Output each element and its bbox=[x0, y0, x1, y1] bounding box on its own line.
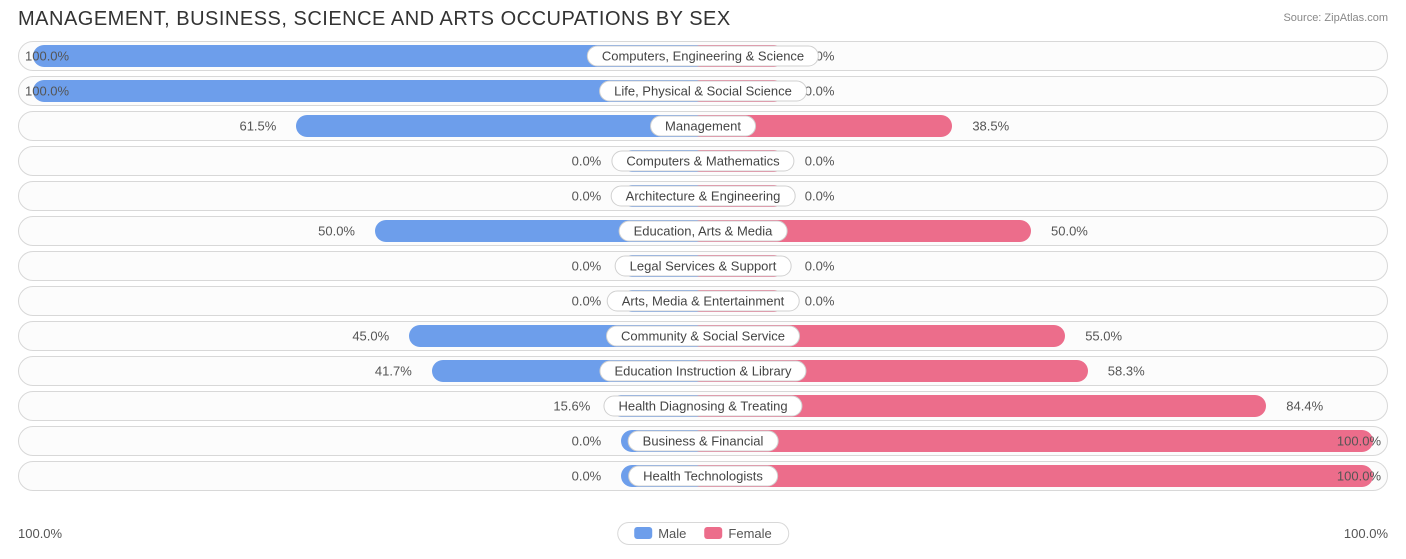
chart-row: Business & Financial 0.0% 100.0% bbox=[18, 426, 1388, 456]
pct-label-male: 41.7% bbox=[375, 364, 412, 379]
pct-label-male: 50.0% bbox=[318, 224, 355, 239]
category-label: Education, Arts & Media bbox=[619, 221, 788, 242]
pct-label-female: 100.0% bbox=[1337, 434, 1381, 449]
pct-label-female: 0.0% bbox=[805, 294, 835, 309]
chart-row: Management 61.5% 38.5% bbox=[18, 111, 1388, 141]
legend-swatch-male bbox=[634, 527, 652, 539]
pct-label-female: 0.0% bbox=[805, 189, 835, 204]
source-attribution: Source: ZipAtlas.com bbox=[1283, 12, 1388, 24]
bar-female bbox=[689, 465, 1373, 487]
pct-label-female: 84.4% bbox=[1286, 399, 1323, 414]
category-label: Community & Social Service bbox=[606, 326, 800, 347]
pct-label-male: 0.0% bbox=[572, 259, 602, 274]
category-label: Health Technologists bbox=[628, 466, 778, 487]
chart-row: Legal Services & Support 0.0% 0.0% bbox=[18, 251, 1388, 281]
pct-label-male: 0.0% bbox=[572, 154, 602, 169]
legend-item-male: Male bbox=[634, 526, 686, 541]
pct-label-female: 0.0% bbox=[805, 84, 835, 99]
pct-label-male: 45.0% bbox=[352, 329, 389, 344]
chart-row: Arts, Media & Entertainment 0.0% 0.0% bbox=[18, 286, 1388, 316]
legend-swatch-female bbox=[704, 527, 722, 539]
legend-label-female: Female bbox=[728, 526, 771, 541]
pct-label-female: 100.0% bbox=[1337, 469, 1381, 484]
pct-label-male: 61.5% bbox=[239, 119, 276, 134]
pct-label-male: 100.0% bbox=[25, 49, 69, 64]
axis-right-label: 100.0% bbox=[1344, 526, 1388, 541]
chart-row: Education, Arts & Media 50.0% 50.0% bbox=[18, 216, 1388, 246]
pct-label-female: 0.0% bbox=[805, 154, 835, 169]
category-label: Management bbox=[650, 116, 756, 137]
category-label: Architecture & Engineering bbox=[611, 186, 796, 207]
category-label: Computers, Engineering & Science bbox=[587, 46, 819, 67]
category-label: Arts, Media & Entertainment bbox=[607, 291, 800, 312]
pct-label-male: 15.6% bbox=[553, 399, 590, 414]
pct-label-male: 100.0% bbox=[25, 84, 69, 99]
chart-row: Computers & Mathematics 0.0% 0.0% bbox=[18, 146, 1388, 176]
legend: Male Female bbox=[617, 522, 789, 545]
pct-label-female: 50.0% bbox=[1051, 224, 1088, 239]
chart-rows: Computers, Engineering & Science 100.0% 0.… bbox=[18, 41, 1388, 515]
category-label: Education Instruction & Library bbox=[599, 361, 806, 382]
category-label: Health Diagnosing & Treating bbox=[603, 396, 802, 417]
pct-label-female: 0.0% bbox=[805, 259, 835, 274]
pct-label-male: 0.0% bbox=[572, 189, 602, 204]
chart-row: Architecture & Engineering 0.0% 0.0% bbox=[18, 181, 1388, 211]
category-label: Business & Financial bbox=[628, 431, 779, 452]
pct-label-female: 55.0% bbox=[1085, 329, 1122, 344]
chart-container: MANAGEMENT, BUSINESS, SCIENCE AND ARTS O… bbox=[0, 0, 1406, 559]
category-label: Legal Services & Support bbox=[615, 256, 792, 277]
pct-label-female: 58.3% bbox=[1108, 364, 1145, 379]
pct-label-female: 38.5% bbox=[972, 119, 1009, 134]
axis-row: 100.0% Male Female 100.0% bbox=[18, 519, 1388, 547]
legend-label-male: Male bbox=[658, 526, 686, 541]
legend-item-female: Female bbox=[704, 526, 771, 541]
chart-row: Health Diagnosing & Treating 15.6% 84.4% bbox=[18, 391, 1388, 421]
category-label: Life, Physical & Social Science bbox=[599, 81, 807, 102]
pct-label-male: 0.0% bbox=[572, 294, 602, 309]
chart-row: Community & Social Service 45.0% 55.0% bbox=[18, 321, 1388, 351]
category-label: Computers & Mathematics bbox=[611, 151, 794, 172]
chart-row: Life, Physical & Social Science 100.0% 0.0… bbox=[18, 76, 1388, 106]
chart-title: MANAGEMENT, BUSINESS, SCIENCE AND ARTS O… bbox=[18, 8, 1388, 31]
pct-label-male: 0.0% bbox=[572, 434, 602, 449]
chart-row: Health Technologists 0.0% 100.0% bbox=[18, 461, 1388, 491]
axis-left-label: 100.0% bbox=[18, 526, 62, 541]
chart-row: Computers, Engineering & Science100.0%0.… bbox=[18, 41, 1388, 71]
chart-row: Education Instruction & Library 41.7% 58.3… bbox=[18, 356, 1388, 386]
pct-label-male: 0.0% bbox=[572, 469, 602, 484]
bar-female bbox=[689, 430, 1373, 452]
